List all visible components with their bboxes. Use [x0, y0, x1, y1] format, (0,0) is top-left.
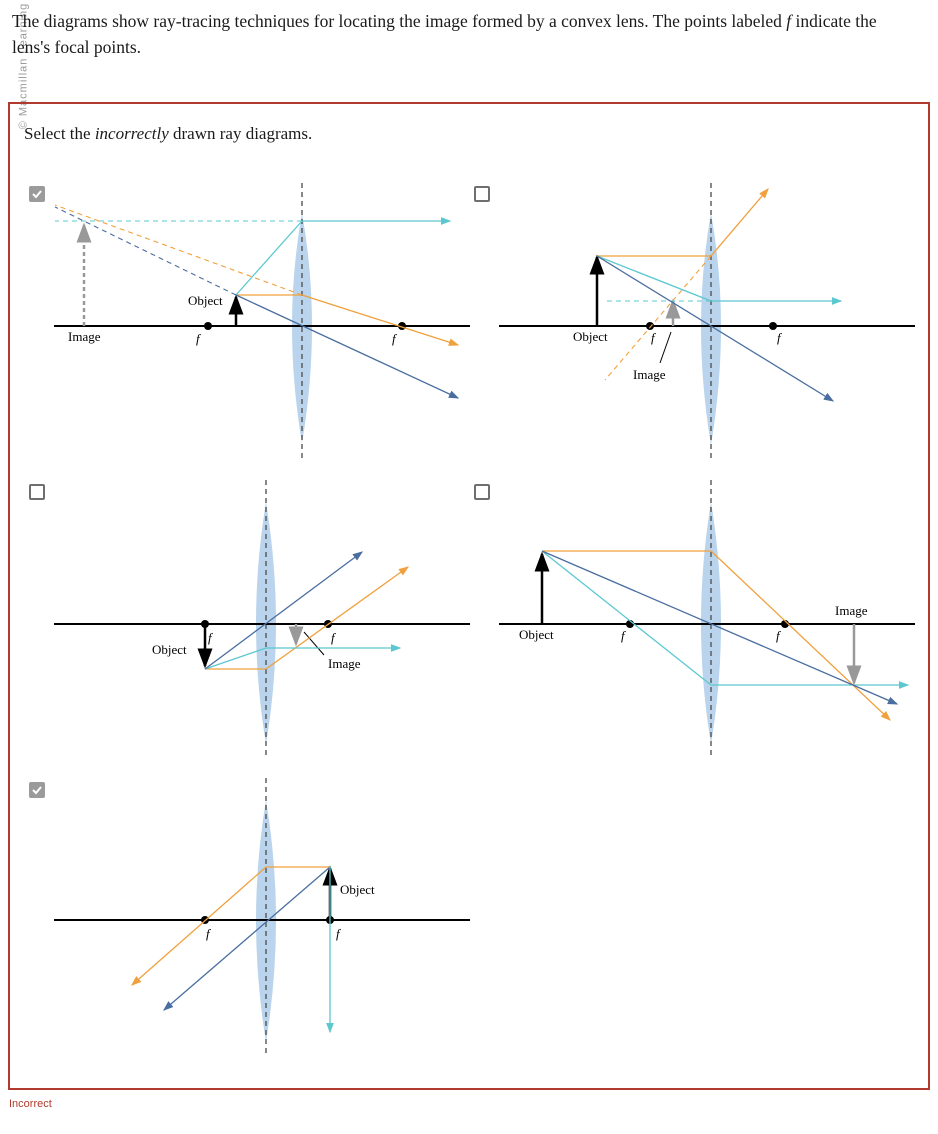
f-label-right: f — [331, 630, 337, 645]
object-label: Object — [152, 642, 187, 657]
image-label: Image — [835, 603, 868, 618]
ray-diagram-3[interactable]: f f Object Image — [50, 472, 475, 757]
feedback-status: Incorrect — [9, 1098, 52, 1110]
instruction-emphasis: incorrectly — [94, 124, 169, 143]
orange-ray-extension — [604, 255, 712, 381]
blue-ray-extension — [54, 206, 237, 296]
image-label: Image — [633, 367, 666, 382]
f-label-left: f — [206, 926, 212, 941]
answer-frame — [8, 102, 930, 1090]
checkmark-icon — [32, 786, 42, 795]
blue-ray — [204, 551, 364, 670]
option-2-checkbox[interactable] — [474, 186, 490, 202]
cyan-ray — [235, 220, 303, 296]
blue-ray — [235, 294, 460, 399]
option-5-checkbox[interactable] — [29, 782, 45, 798]
checkmark-icon — [32, 190, 42, 199]
orange-ray-refracted — [131, 866, 267, 986]
f-label-right: f — [336, 926, 342, 941]
prompt-f-symbol: f — [786, 11, 792, 31]
question-prompt: The diagrams show ray-tracing techniques… — [12, 8, 917, 60]
cyan-ray — [204, 647, 267, 670]
f-label-left: f — [196, 331, 202, 346]
f-label-right: f — [776, 628, 782, 643]
image-leader-line — [659, 331, 672, 364]
instruction-start: Select the — [24, 124, 95, 143]
f-label-left: f — [651, 330, 657, 345]
object-label: Object — [188, 293, 223, 308]
blue-ray — [596, 255, 835, 402]
cyan-ray — [596, 255, 712, 302]
orange-ray-refracted — [710, 188, 769, 257]
blue-ray — [541, 550, 899, 705]
cyan-ray — [541, 550, 712, 686]
focal-point-left — [204, 322, 212, 330]
image-leader-line — [303, 631, 325, 656]
ray-diagram-2[interactable]: f f Object Image — [495, 175, 920, 460]
orange-ray-refracted — [710, 550, 891, 721]
prompt-text-start: The diagrams show ray-tracing techniques… — [12, 11, 787, 31]
image-label: Image — [328, 656, 361, 671]
focal-point-left — [646, 322, 654, 330]
f-label-right: f — [777, 330, 783, 345]
ray-diagram-5[interactable]: f f Object — [50, 770, 475, 1055]
ray-diagram-1[interactable]: f f Object Image — [50, 175, 475, 460]
image-label: Image — [68, 329, 101, 344]
f-label-left: f — [621, 628, 627, 643]
object-label: Object — [519, 627, 554, 642]
f-label-right: f — [392, 331, 398, 346]
option-3-checkbox[interactable] — [29, 484, 45, 500]
prompt-text-end: indicate the lens's focal points. — [12, 11, 877, 57]
f-label-left: f — [208, 630, 214, 645]
instruction: Select the incorrectly drawn ray diagram… — [24, 124, 312, 144]
ray-diagram-4[interactable]: f f Object Image — [495, 472, 920, 757]
instruction-end: drawn ray diagrams. — [168, 124, 313, 143]
orange-ray-refracted — [265, 566, 410, 670]
option-4-checkbox[interactable] — [474, 484, 490, 500]
option-1-checkbox[interactable] — [29, 186, 45, 202]
object-label: Object — [573, 329, 608, 344]
orange-ray-refracted — [301, 294, 460, 346]
object-label: Object — [340, 882, 375, 897]
blue-ray — [163, 866, 331, 1011]
orange-ray-extension — [54, 204, 303, 296]
focal-point-right — [769, 322, 777, 330]
